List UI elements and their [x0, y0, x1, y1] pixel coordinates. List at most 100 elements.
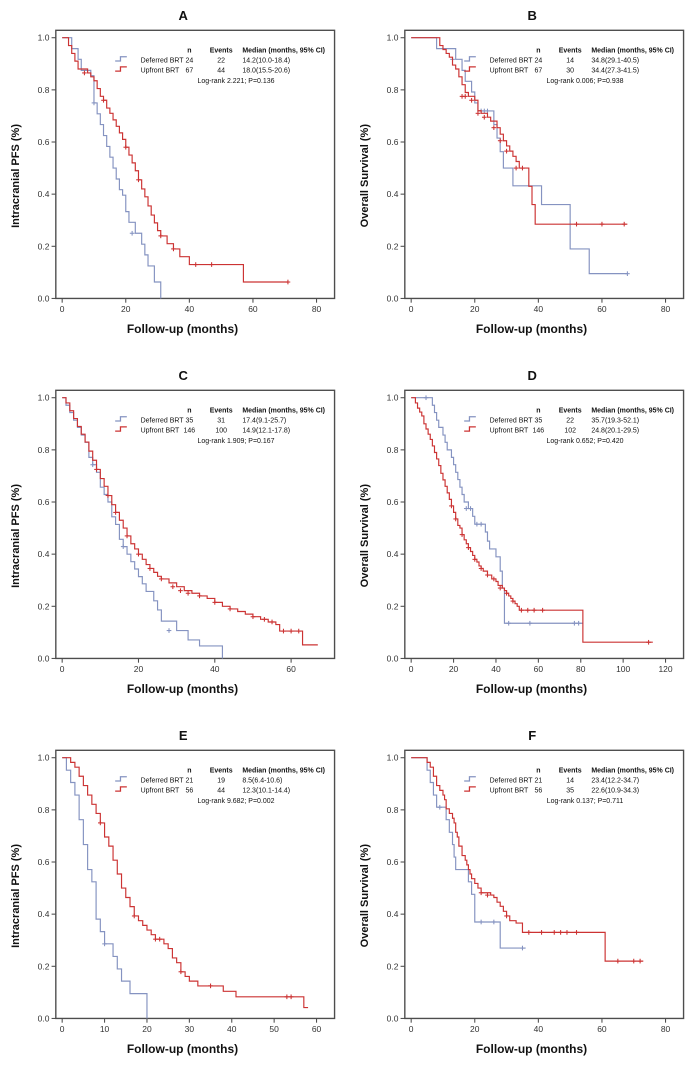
svg-text:24.8(20.1-29.5): 24.8(20.1-29.5): [591, 428, 639, 435]
svg-text:24: 24: [534, 58, 542, 65]
km-plot-E: 0 10 20 30 40 50 60 0.0 0.2 0.4 0.6 0.8 1.0 n Events Me…: [37, 749, 335, 1034]
svg-text:0.0: 0.0: [37, 1013, 49, 1023]
plot-row: Overall Survival (%) 0 20 40 60 80 0.0 0.2 0.4 0…: [357, 745, 691, 1046]
svg-text:Median (months, 95% CI): Median (months, 95% CI): [591, 48, 674, 55]
svg-text:0.6: 0.6: [37, 857, 49, 867]
panel-title: B: [527, 8, 538, 23]
svg-text:35: 35: [566, 788, 574, 795]
svg-text:30: 30: [184, 1024, 194, 1034]
svg-text:0.4: 0.4: [37, 909, 49, 919]
x-axis-label: Follow-up (months): [475, 1042, 588, 1056]
svg-text:40: 40: [491, 664, 501, 674]
svg-text:44: 44: [217, 788, 225, 795]
svg-text:Median (months, 95% CI): Median (months, 95% CI): [242, 768, 325, 775]
svg-text:1.0: 1.0: [386, 393, 398, 403]
x-axis-label: Follow-up (months): [126, 322, 239, 336]
svg-text:Deferred BRT: Deferred BRT: [489, 58, 533, 65]
svg-text:0.8: 0.8: [386, 85, 398, 95]
svg-text:Upfront BRT: Upfront BRT: [489, 68, 528, 75]
svg-text:67: 67: [534, 68, 542, 75]
svg-text:1.0: 1.0: [37, 33, 49, 43]
svg-text:0.4: 0.4: [37, 189, 49, 199]
svg-text:Deferred BRT: Deferred BRT: [140, 58, 184, 65]
svg-text:31: 31: [217, 418, 225, 425]
svg-text:0.4: 0.4: [386, 909, 398, 919]
svg-text:0.8: 0.8: [386, 805, 398, 815]
svg-text:Events: Events: [558, 408, 581, 415]
plot-row: Intracranial PFS (%) 0 20 40 60 80 0.0 0.2 0.4 0…: [8, 25, 342, 326]
panel-F: F Overall Survival (%) 0 20 40 60 80 0.0 0.2 0.…: [349, 720, 698, 1080]
svg-text:80: 80: [576, 664, 586, 674]
svg-text:Log-rank 0.137; P=0.711: Log-rank 0.137; P=0.711: [546, 798, 623, 805]
svg-text:22.6(10.9-34.3): 22.6(10.9-34.3): [591, 788, 639, 795]
svg-text:12.3(10.1-14.4): 12.3(10.1-14.4): [242, 788, 290, 795]
svg-text:Upfront BRT: Upfront BRT: [140, 428, 179, 435]
svg-text:0: 0: [59, 1024, 64, 1034]
svg-text:Deferred BRT: Deferred BRT: [140, 418, 184, 425]
svg-text:22: 22: [217, 58, 225, 65]
svg-text:Events: Events: [209, 48, 232, 55]
svg-text:0.2: 0.2: [386, 961, 398, 971]
svg-text:0.6: 0.6: [386, 497, 398, 507]
svg-text:40: 40: [533, 1024, 543, 1034]
panel-title: A: [178, 8, 189, 23]
svg-text:0.6: 0.6: [386, 137, 398, 147]
svg-text:Log-rank 0.652; P=0.420: Log-rank 0.652; P=0.420: [546, 438, 623, 445]
km-plot-C: 0 20 40 60 0.0 0.2 0.4 0.6 0.8 1.0 n Events Median (…: [37, 389, 335, 674]
svg-text:60: 60: [286, 664, 296, 674]
plot-row: Overall Survival (%) 0 20 40 60 80 100 120 0.0 0…: [357, 385, 691, 686]
svg-text:0.0: 0.0: [386, 293, 398, 303]
svg-text:24: 24: [185, 58, 193, 65]
svg-text:34.4(27.3-41.5): 34.4(27.3-41.5): [591, 68, 639, 75]
svg-text:0.2: 0.2: [37, 241, 49, 251]
plot-row: Intracranial PFS (%) 0 10 20 30 40 50 60 0.0 0.2…: [8, 745, 342, 1046]
svg-text:40: 40: [184, 304, 194, 314]
svg-text:21: 21: [534, 778, 542, 785]
svg-text:Log-rank 0.006; P=0.938: Log-rank 0.006; P=0.938: [546, 78, 623, 85]
svg-text:14.9(12.1-17.8): 14.9(12.1-17.8): [242, 428, 290, 435]
x-axis-label: Follow-up (months): [126, 1042, 239, 1056]
svg-text:80: 80: [311, 304, 321, 314]
svg-text:Upfront BRT: Upfront BRT: [140, 68, 179, 75]
x-axis-label: Follow-up (months): [475, 682, 588, 696]
svg-text:60: 60: [248, 304, 258, 314]
svg-text:Log-rank 1.909; P=0.167: Log-rank 1.909; P=0.167: [197, 438, 274, 445]
svg-text:60: 60: [533, 664, 543, 674]
svg-text:Upfront BRT: Upfront BRT: [140, 788, 179, 795]
svg-text:67: 67: [185, 68, 193, 75]
svg-text:n: n: [187, 768, 191, 775]
y-axis-label: Intracranial PFS (%): [9, 123, 22, 228]
svg-text:0.4: 0.4: [386, 189, 398, 199]
svg-text:Median (months, 95% CI): Median (months, 95% CI): [242, 408, 325, 415]
svg-text:56: 56: [534, 788, 542, 795]
svg-text:40: 40: [533, 304, 543, 314]
svg-text:1.0: 1.0: [386, 33, 398, 43]
svg-text:n: n: [187, 408, 191, 415]
svg-text:1.0: 1.0: [37, 753, 49, 763]
svg-text:60: 60: [311, 1024, 321, 1034]
svg-text:44: 44: [217, 68, 225, 75]
svg-text:0: 0: [408, 1024, 413, 1034]
y-axis-label: Overall Survival (%): [358, 123, 371, 228]
svg-text:0.8: 0.8: [37, 85, 49, 95]
svg-text:18.0(15.5-20.6): 18.0(15.5-20.6): [242, 68, 290, 75]
svg-text:20: 20: [470, 1024, 480, 1034]
km-plot-B: 0 20 40 60 80 0.0 0.2 0.4 0.6 0.8 1.0 n Events Median…: [386, 29, 684, 314]
svg-text:Events: Events: [558, 768, 581, 775]
svg-text:0: 0: [408, 304, 413, 314]
svg-text:100: 100: [616, 664, 630, 674]
x-axis-label: Follow-up (months): [126, 682, 239, 696]
y-axis-label: Intracranial PFS (%): [9, 843, 22, 948]
svg-text:35: 35: [534, 418, 542, 425]
svg-text:102: 102: [564, 428, 576, 435]
panel-title: F: [528, 728, 537, 743]
plot-row: Overall Survival (%) 0 20 40 60 80 0.0 0.2 0.4 0…: [357, 25, 691, 326]
panel-C: C Intracranial PFS (%) 0 20 40 60 0.0 0.2 0.4 0…: [0, 360, 349, 720]
y-axis-label: Overall Survival (%): [358, 843, 371, 948]
svg-text:50: 50: [269, 1024, 279, 1034]
svg-text:146: 146: [183, 428, 195, 435]
svg-text:30: 30: [566, 68, 574, 75]
svg-text:80: 80: [660, 1024, 670, 1034]
svg-text:22: 22: [566, 418, 574, 425]
svg-text:120: 120: [658, 664, 672, 674]
